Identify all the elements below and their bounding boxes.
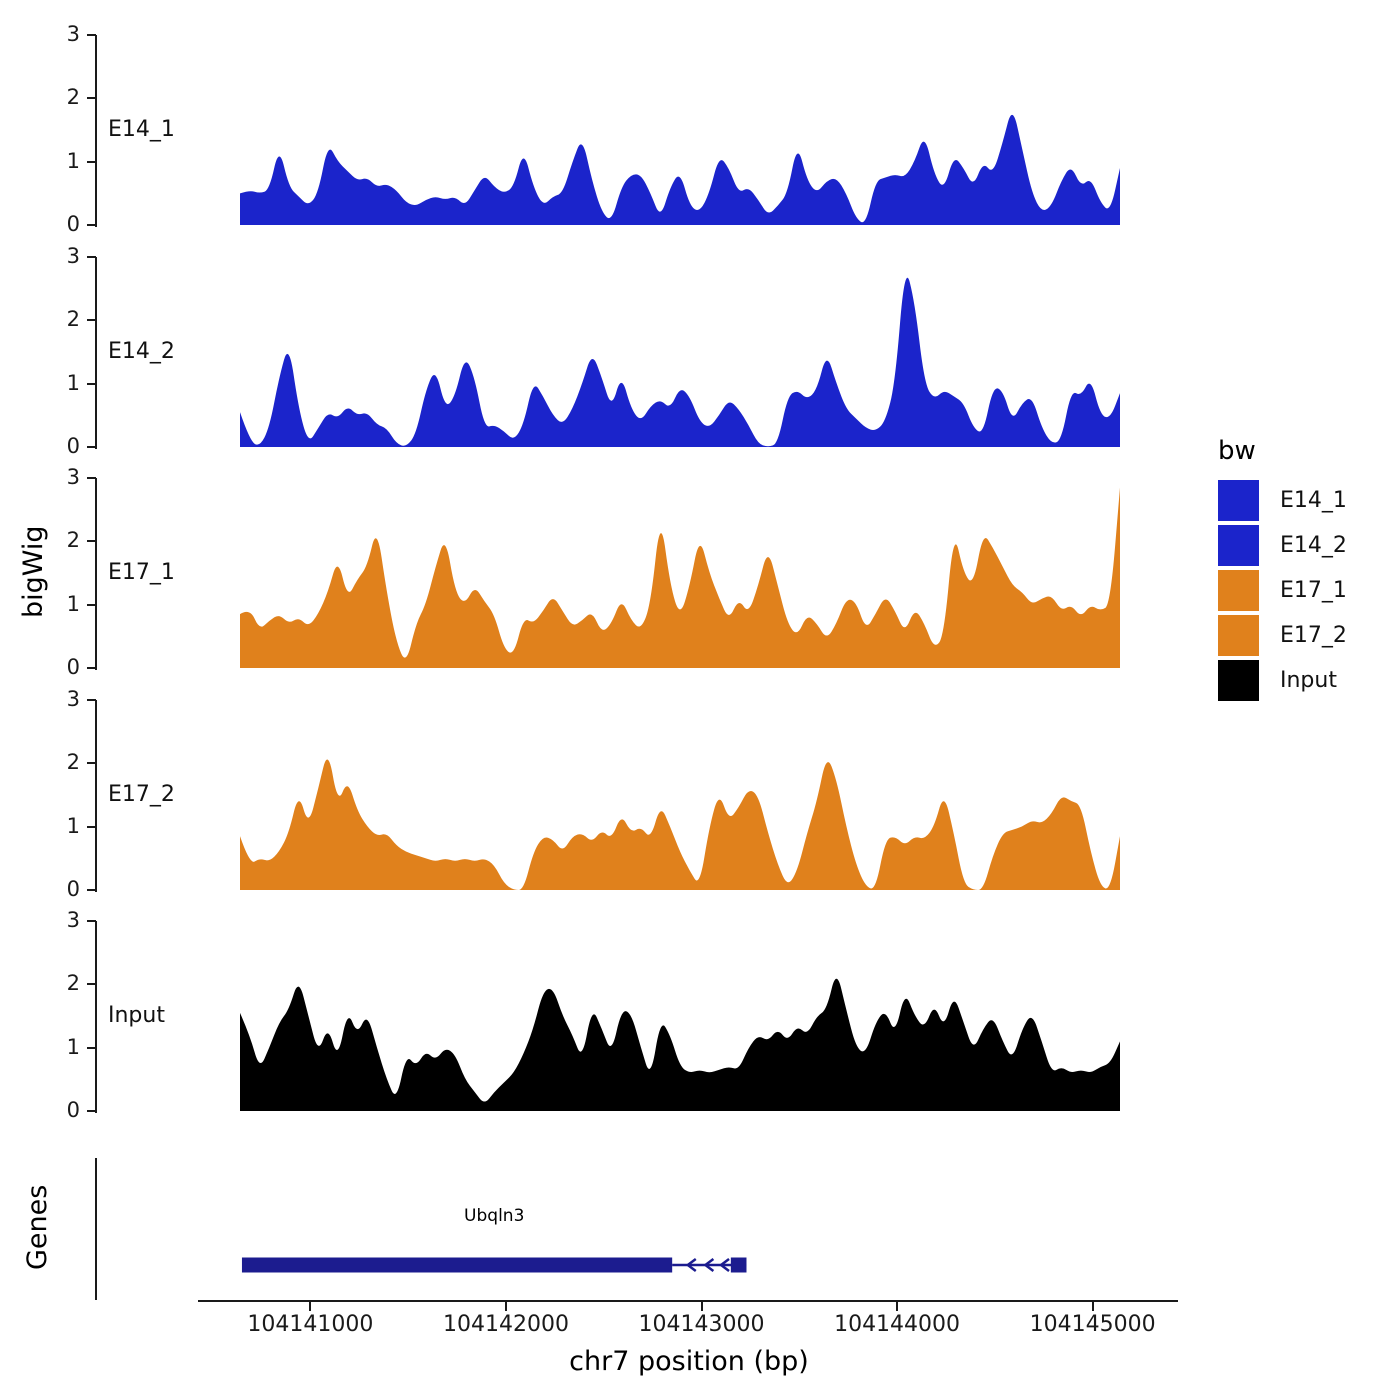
x-tick-label-104144000: 104144000 [834,1312,961,1337]
y-tick-label-Input-3: 3 [66,908,80,932]
y-tick-label-Input-1: 1 [66,1034,80,1059]
gene-strand-arrow-icon-2 [718,1258,730,1272]
legend-key-E14_1 [1218,480,1259,521]
legend-label-E14_1: E14_1 [1280,488,1347,513]
y-tick-label-E17_1-3: 3 [66,465,80,489]
coverage-path-E14_2 [240,277,1120,447]
y-tick-E17_2-1 [87,825,96,828]
coverage-path-E17_2 [240,759,1120,890]
x-axis-line [198,1300,1178,1302]
track-label-E14_1: E14_1 [108,117,175,142]
coverage-area-Input [240,978,1120,1111]
y-tick-label-E14_1-0: 0 [66,212,80,236]
y-tick-E14_1-3 [87,34,96,36]
legend-label-E17_1: E17_1 [1280,578,1347,603]
y-tick-E17_1-0 [87,667,96,669]
y-tick-E17_2-2 [87,762,96,765]
x-tick-label-104142000: 104142000 [442,1312,569,1337]
gene-exon-body [241,1257,673,1273]
y-tick-E14_1-1 [87,160,96,163]
legend-label-E14_2: E14_2 [1280,533,1347,558]
track-label-E17_1: E17_1 [108,560,175,585]
y-tick-E14_2-2 [87,319,96,322]
y-tick-label-E17_1-0: 0 [66,655,80,679]
y-axis-line-E17_1 [95,478,97,670]
y-tick-E14_2-1 [87,382,96,385]
y-tick-label-Input-0: 0 [66,1098,80,1122]
coverage-path-E17_1 [240,487,1120,668]
legend-label-E17_2: E17_2 [1280,623,1347,648]
legend-key-Input [1218,660,1259,701]
y-tick-E17_1-1 [87,603,96,606]
y-axis-line-Input [95,921,97,1113]
x-tick-104142000 [504,1302,507,1311]
coverage-area-E17_1 [240,487,1120,668]
y-tick-label-E14_2-1: 1 [66,370,80,395]
y-tick-label-E17_2-2: 2 [66,750,80,775]
y-tick-label-E14_1-3: 3 [66,22,80,46]
x-tick-104145000 [1091,1302,1094,1311]
y-tick-E14_1-2 [87,97,96,100]
legend-label-Input: Input [1280,668,1337,693]
y-tick-label-E14_2-0: 0 [66,434,80,458]
y-axis-line-E17_2 [95,700,97,892]
y-tick-label-E17_1-1: 1 [66,591,80,616]
legend-key-E17_1 [1218,570,1259,611]
y-tick-Input-3 [87,920,96,922]
gene-strand-arrow-icon-0 [685,1258,697,1272]
gene-strand-arrow-icon-1 [703,1258,715,1272]
legend-key-E17_2 [1218,615,1259,656]
y-tick-E17_1-3 [87,477,96,479]
genes-axis-line [95,1158,97,1300]
genes-axis-title: Genes [22,1184,53,1270]
legend-key-E14_2 [1218,525,1259,566]
y-tick-label-Input-2: 2 [66,971,80,996]
y-tick-label-E17_2-1: 1 [66,813,80,838]
y-axis-line-E14_2 [95,257,97,449]
y-tick-Input-2 [87,983,96,986]
gene-name-label: Ubqln3 [464,1206,525,1226]
y-tick-E14_1-0 [87,224,96,226]
coverage-area-E14_1 [240,114,1120,225]
x-tick-label-104141000: 104141000 [247,1312,374,1337]
x-tick-104144000 [896,1302,899,1311]
y-tick-Input-1 [87,1046,96,1049]
y-tick-label-E17_1-2: 2 [66,528,80,553]
track-label-E17_2: E17_2 [108,782,175,807]
y-tick-E14_2-0 [87,446,96,448]
x-axis-title: chr7 position (bp) [569,1346,809,1377]
coverage-area-E14_2 [240,277,1120,447]
x-tick-label-104143000: 104143000 [638,1312,765,1337]
y-tick-E17_2-0 [87,889,96,891]
coverage-area-E17_2 [240,759,1120,890]
coverage-path-Input [240,978,1120,1111]
y-tick-E14_2-3 [87,256,96,258]
y-tick-Input-0 [87,1110,96,1112]
x-tick-104143000 [700,1302,703,1311]
coverage-path-E14_1 [240,114,1120,225]
track-label-E14_2: E14_2 [108,339,175,364]
y-tick-label-E17_2-0: 0 [66,877,80,901]
legend-title: bw [1218,436,1256,466]
y-axis-line-E14_1 [95,35,97,227]
track-label-Input: Input [108,1003,165,1028]
y-tick-E17_2-3 [87,699,96,701]
x-tick-label-104145000: 104145000 [1029,1312,1156,1337]
y-tick-label-E14_2-3: 3 [66,244,80,268]
y-tick-label-E14_1-1: 1 [66,148,80,173]
y-tick-label-E17_2-3: 3 [66,687,80,711]
y-tick-label-E14_2-2: 2 [66,307,80,332]
gene-model-ubqln3 [241,1257,747,1273]
y-tick-E17_1-2 [87,540,96,543]
y-tick-label-E14_1-2: 2 [66,85,80,110]
x-tick-104141000 [309,1302,312,1311]
